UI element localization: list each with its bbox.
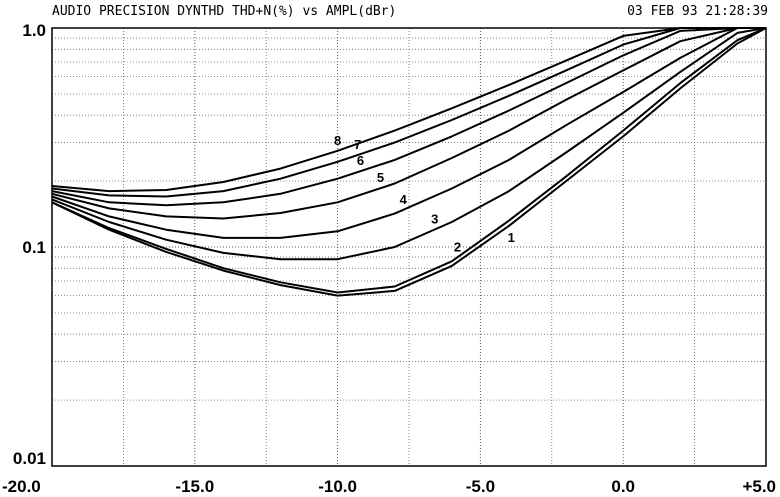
x-tick-label: -10.0 <box>318 477 357 496</box>
curve-label-2: 2 <box>454 239 461 254</box>
y-tick-label: 0.1 <box>22 238 46 257</box>
curve-label-5: 5 <box>377 170 384 185</box>
x-tick-label: -15.0 <box>175 477 214 496</box>
grid <box>52 28 766 466</box>
x-tick-label: 0.0 <box>611 477 635 496</box>
series-line-6 <box>51 27 766 207</box>
series-group <box>51 27 767 297</box>
series-line-3 <box>51 27 767 261</box>
curve-label-6: 6 <box>357 153 364 168</box>
series-line-4 <box>51 27 766 239</box>
series-line-8 <box>51 27 766 193</box>
chart-title: AUDIO PRECISION DYNTHD THD+N(%) vs AMPL(… <box>52 4 396 19</box>
y-tick-label: 1.0 <box>22 21 46 40</box>
x-tick-label: +5.0 <box>742 477 776 496</box>
x-tick-label: -5.0 <box>466 477 495 496</box>
x-tick-label: -20.0 <box>2 477 41 496</box>
series-line-5 <box>51 27 766 220</box>
series-line-2 <box>51 27 767 294</box>
y-tick-labels: 1.0 0.1 0.01 <box>13 21 46 468</box>
series-line-7 <box>51 27 766 198</box>
curve-label-4: 4 <box>400 192 408 207</box>
plot-frame <box>51 27 767 467</box>
curve-label-8: 8 <box>334 133 341 148</box>
x-tick-labels: -20.0 -15.0 -10.0 -5.0 0.0 +5.0 <box>2 477 776 496</box>
y-tick-label: 0.01 <box>13 449 46 468</box>
curve-label-3: 3 <box>431 212 438 227</box>
curve-label-7: 7 <box>354 137 361 152</box>
curve-label-1: 1 <box>508 230 515 245</box>
chart-timestamp: 03 FEB 93 21:28:39 <box>627 4 768 19</box>
series-line-1 <box>51 27 767 297</box>
